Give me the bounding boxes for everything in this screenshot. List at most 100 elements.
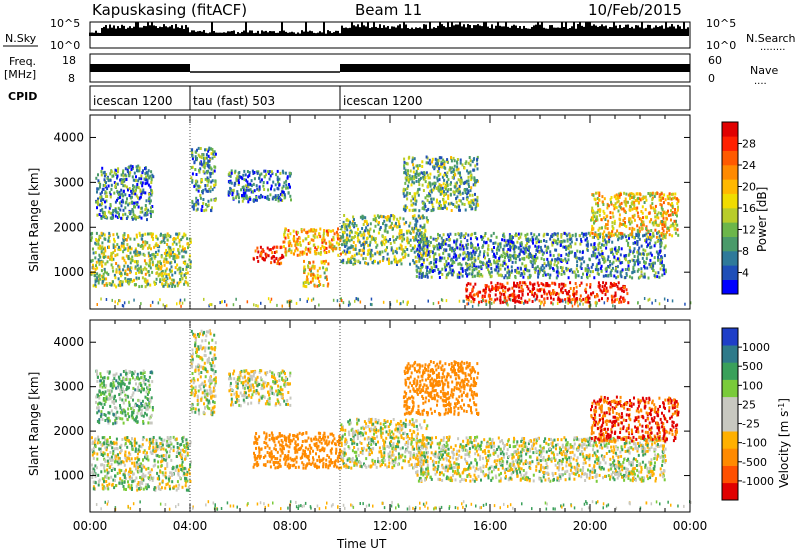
heatmap-cell [452, 170, 455, 174]
heatmap-cell [122, 180, 125, 183]
heatmap-cell [473, 176, 476, 180]
heatmap-cell [393, 215, 396, 219]
heatmap-cell [345, 240, 348, 244]
heatmap-cell [601, 200, 604, 204]
heatmap-cell [422, 234, 425, 237]
heatmap-cell [552, 289, 555, 292]
heatmap-cell [132, 178, 135, 182]
heatmap-cell [287, 241, 290, 245]
heatmap-cell [669, 225, 672, 229]
heatmap-cell [585, 290, 588, 294]
heatmap-cell [119, 208, 122, 212]
heatmap-cell [660, 198, 663, 202]
heatmap-cell [638, 261, 641, 264]
heatmap-cell [265, 253, 268, 257]
heatmap-cell [411, 247, 414, 251]
heatmap-cell [175, 256, 178, 260]
heatmap-cell [426, 243, 429, 246]
heatmap-cell [457, 167, 460, 171]
heatmap-cell [574, 298, 577, 302]
heatmap-cell [296, 237, 299, 241]
heatmap-cell [99, 196, 102, 200]
heatmap-cell [472, 300, 475, 304]
heatmap-cell [514, 300, 517, 304]
heatmap-cell [127, 257, 130, 261]
heatmap-cell [303, 228, 306, 232]
heatmap-cell [465, 262, 468, 266]
heatmap-cell [422, 171, 424, 175]
heatmap-cell [147, 270, 150, 273]
heatmap-cell [654, 192, 657, 196]
heatmap-cell [342, 301, 345, 305]
heatmap-cell [118, 196, 121, 199]
heatmap-cell [671, 234, 674, 238]
heatmap-cell [625, 192, 628, 196]
heatmap-cell [471, 271, 474, 275]
heatmap-cell [150, 213, 152, 217]
heatmap-cell [139, 189, 142, 193]
heatmap-cell [165, 280, 168, 284]
heatmap-cell [659, 249, 662, 253]
heatmap-cell [610, 285, 613, 289]
heatmap-cell [141, 210, 144, 214]
heatmap-cell [508, 297, 511, 301]
heatmap-cell [240, 188, 243, 192]
heatmap-cell [660, 233, 663, 237]
heatmap-cell [439, 156, 442, 160]
heatmap-cell [477, 255, 480, 259]
heatmap-cell [586, 240, 589, 244]
heatmap-cell [144, 182, 147, 186]
heatmap-cell [269, 174, 272, 178]
heatmap-cell [125, 217, 128, 220]
heatmap-cell [637, 249, 640, 253]
heatmap-cell [145, 207, 148, 210]
heatmap-cell [189, 262, 192, 266]
heatmap-cell [607, 231, 610, 235]
heatmap-cell [631, 200, 634, 204]
heatmap-cell [667, 197, 670, 201]
heatmap-cell [613, 300, 616, 304]
heatmap-cell [111, 258, 113, 262]
heatmap-cell [494, 255, 497, 259]
heatmap-cell [415, 164, 418, 168]
heatmap-cell [325, 275, 328, 279]
heatmap-cell [310, 238, 313, 242]
heatmap-cell [490, 274, 493, 278]
heatmap-cell [250, 179, 253, 183]
heatmap-cell [118, 270, 121, 274]
heatmap-cell [397, 220, 400, 224]
heatmap-cell [436, 198, 438, 202]
heatmap-cell [419, 257, 422, 261]
heatmap-cell [192, 207, 195, 211]
heatmap-cell [413, 250, 416, 254]
heatmap-cell [418, 275, 421, 279]
heatmap-cell [627, 241, 630, 245]
heatmap-cell [148, 201, 151, 205]
heatmap-cell [253, 189, 256, 193]
heatmap-cell [625, 254, 627, 257]
heatmap-cell [477, 243, 479, 247]
heatmap-cell [670, 192, 673, 196]
heatmap-cell [475, 204, 478, 208]
heatmap-cell [300, 230, 303, 234]
heatmap-cell [594, 253, 597, 257]
heatmap-cell [636, 269, 639, 273]
heatmap-cell [450, 181, 452, 185]
heatmap-cell [134, 192, 137, 196]
heatmap-cell [530, 254, 533, 257]
heatmap-cell [426, 269, 428, 273]
heatmap-cell [111, 266, 114, 270]
heatmap-cell [278, 183, 281, 187]
heatmap-cell [209, 172, 212, 175]
heatmap-cell [498, 248, 501, 252]
heatmap-cell [347, 260, 350, 264]
heatmap-cell [608, 238, 611, 242]
heatmap-cell [597, 261, 600, 265]
heatmap-cell [645, 227, 648, 230]
heatmap-cell [276, 245, 279, 249]
heatmap-cell [374, 238, 376, 242]
heatmap-cell [186, 263, 189, 267]
heatmap-cell [385, 238, 388, 242]
heatmap-cell [195, 150, 198, 154]
heatmap-cell [538, 233, 541, 237]
